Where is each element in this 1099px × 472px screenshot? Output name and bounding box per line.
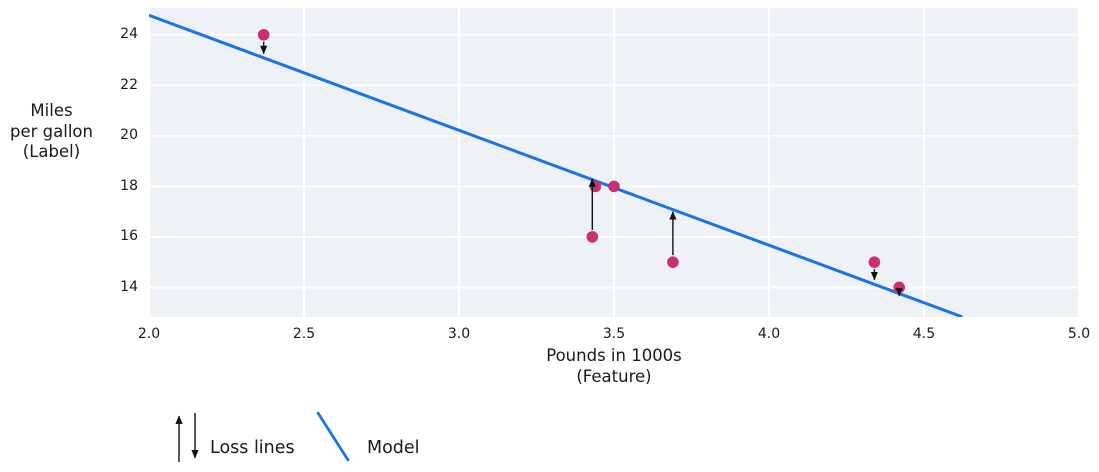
model-line <box>149 13 963 317</box>
y-tick-label: 16 <box>120 228 138 245</box>
chart-canvas <box>149 8 1079 317</box>
y-tick-label: 24 <box>120 26 138 43</box>
data-point <box>667 256 679 268</box>
data-point <box>589 180 602 193</box>
data-point <box>257 28 270 41</box>
y-axis-label: Miles per gallon (Label) <box>10 101 93 161</box>
x-tick-label: 2.5 <box>292 326 316 342</box>
data-point <box>608 180 620 193</box>
legend-loss-label: Loss lines <box>210 438 295 458</box>
x-tick-label: 3.5 <box>602 326 626 342</box>
plot-area <box>149 8 1079 317</box>
x-axis-label: Pounds in 1000s (Feature) <box>546 346 682 386</box>
x-tick-label: 4.5 <box>912 326 936 342</box>
y-tick-label: 14 <box>120 278 138 295</box>
data-point <box>868 256 881 268</box>
y-tick-label: 20 <box>120 127 138 144</box>
x-tick-label: 4.0 <box>757 326 781 342</box>
x-tick-label: 3.0 <box>447 326 471 342</box>
data-point <box>586 231 599 243</box>
y-tick-label: 18 <box>120 177 138 194</box>
x-tick-label: 2.0 <box>137 326 161 342</box>
y-tick-label: 22 <box>120 76 138 93</box>
loss-arrows-icon <box>175 413 199 462</box>
x-tick-label: 5.0 <box>1067 326 1091 342</box>
model-line-icon <box>316 411 350 462</box>
legend-model-label: Model <box>367 438 420 458</box>
